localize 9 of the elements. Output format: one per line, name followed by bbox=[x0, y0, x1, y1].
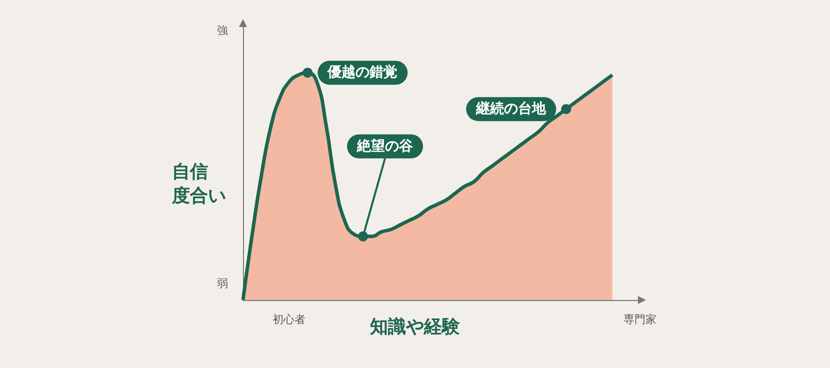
x-tick-label: 初心者 bbox=[272, 313, 306, 326]
annotation: 優越の錯覚 bbox=[326, 64, 398, 81]
text: 強 bbox=[217, 24, 228, 37]
x-tick-label: 専門家 bbox=[624, 313, 656, 326]
x-axis-title: 知識や経験 bbox=[369, 316, 461, 338]
y-axis-title: 自信度合い bbox=[171, 162, 226, 206]
text: 弱 bbox=[217, 277, 228, 290]
annotation: 継続の台地 bbox=[475, 101, 548, 118]
annotation: 絶望の谷 bbox=[356, 137, 414, 154]
